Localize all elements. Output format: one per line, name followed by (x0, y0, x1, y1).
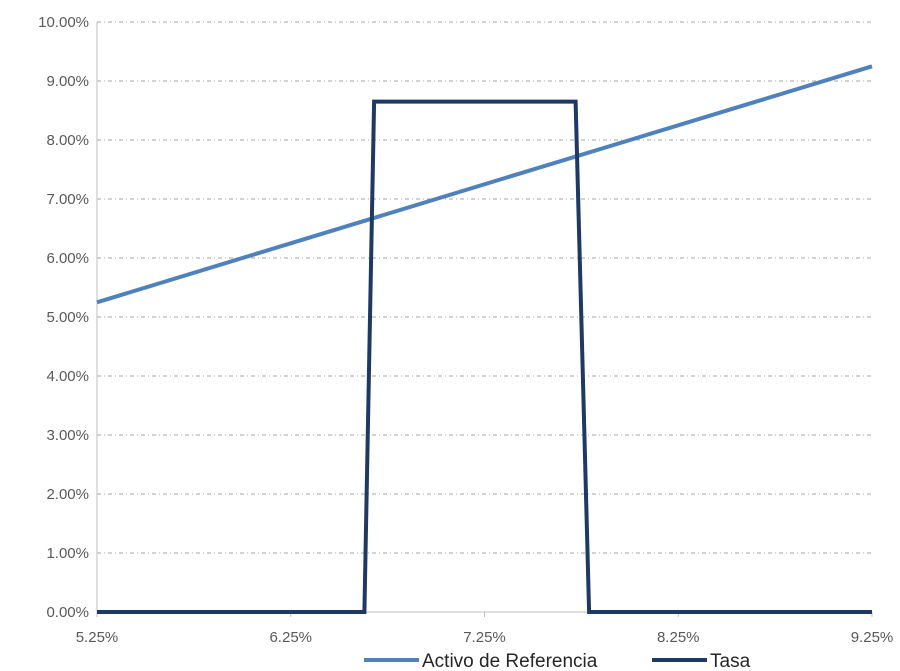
legend-label-tasa: Tasa (710, 651, 751, 671)
grid-lines (97, 21, 872, 554)
y-tick-label: 6.00% (46, 250, 89, 267)
legend: Activo de Referencia Tasa (364, 651, 751, 671)
x-tick-label: 9.25% (851, 629, 894, 646)
y-tick-label: 8.00% (46, 132, 89, 149)
x-tick-label: 8.25% (657, 629, 700, 646)
series-line-tasa (97, 99, 872, 614)
x-tick-label: 6.25% (269, 629, 312, 646)
x-tick-label: 7.25% (463, 629, 506, 646)
y-tick-label: 9.00% (46, 73, 89, 90)
y-tick-labels: 0.00% 1.00% 2.00% 3.00% 4.00% 5.00% 6.00% 7.00%… (38, 14, 89, 621)
y-tick-label: 5.00% (46, 309, 89, 326)
y-tick-label: 1.00% (46, 545, 89, 562)
x-tick-labels: 5.25% 6.25% 7.25% 8.25% 9.25% (76, 612, 894, 646)
y-tick-label: 4.00% (46, 368, 89, 385)
series-line-activo (96, 64, 873, 305)
legend-label-activo: Activo de Referencia (422, 651, 598, 671)
y-tick-label: 2.00% (46, 486, 89, 503)
x-tick-label: 5.25% (76, 629, 119, 646)
y-tick-label: 0.00% (46, 604, 89, 621)
y-tick-label: 10.00% (38, 14, 89, 31)
y-tick-label: 3.00% (46, 427, 89, 444)
series-lines (96, 64, 873, 614)
y-tick-label: 7.00% (46, 191, 89, 208)
